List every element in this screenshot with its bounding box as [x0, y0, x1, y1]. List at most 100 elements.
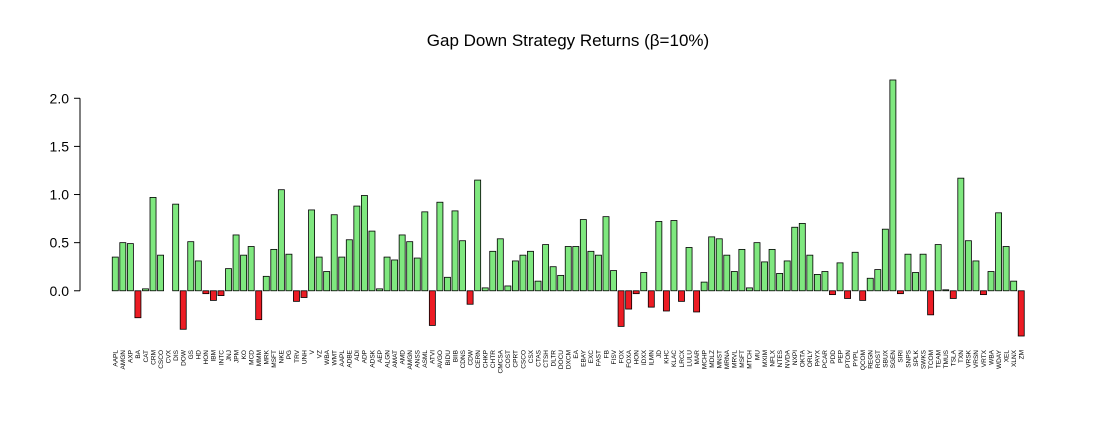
x-tick-label: ATVI — [430, 350, 437, 364]
bar — [610, 270, 617, 292]
y-tick-label: 1.5 — [50, 138, 70, 154]
bar — [791, 226, 799, 292]
x-tick-label: PEP — [837, 350, 844, 363]
x-tick-label: NXPI — [792, 350, 799, 365]
bar — [225, 268, 232, 292]
bar — [980, 290, 987, 296]
x-tick-label: CPRT — [513, 350, 520, 368]
chart-title: Gap Down Strategy Returns (β=10%) — [427, 31, 709, 50]
x-tick-label: ADSK — [369, 349, 376, 367]
x-tick-label: HON — [203, 350, 210, 365]
x-tick-label: MTCH — [747, 350, 754, 369]
bar — [323, 271, 331, 292]
bar — [315, 256, 323, 292]
x-tick-label: V — [309, 349, 316, 354]
bar — [527, 250, 534, 292]
bar — [806, 254, 814, 292]
x-tick-label: TMUS — [943, 349, 950, 368]
bar — [768, 248, 776, 292]
bar — [836, 262, 844, 292]
x-tick-label: JPM — [233, 350, 240, 363]
bar — [746, 287, 753, 292]
x-tick-label: AMD — [399, 350, 406, 365]
x-tick-label: OKTA — [800, 349, 807, 367]
x-tick-label: COST — [505, 350, 512, 368]
x-tick-label: AEP — [377, 350, 384, 363]
bar — [232, 234, 240, 292]
bar — [444, 276, 451, 292]
bar — [579, 219, 587, 292]
bar — [972, 260, 980, 292]
bar — [738, 248, 746, 292]
bar — [866, 277, 874, 292]
x-tick-label: PDD — [830, 350, 837, 364]
x-tick-label: TCOM — [928, 350, 935, 369]
x-tick-label: SBUX — [883, 349, 890, 367]
x-tick-label: VZ — [316, 350, 323, 358]
x-tick-label: SPLK — [913, 349, 920, 366]
x-tick-label: FOXA — [626, 349, 633, 367]
x-tick-label: VRTX — [981, 349, 988, 367]
bar — [111, 256, 119, 292]
bar — [542, 244, 550, 292]
x-tick-label: BIIB — [452, 350, 459, 362]
x-tick-label: JD — [656, 350, 663, 358]
x-tick-label: GS — [188, 349, 195, 359]
bar — [632, 290, 640, 295]
x-tick-label: NKE — [279, 349, 286, 363]
x-tick-label: FISV — [611, 349, 618, 364]
bar — [398, 234, 406, 292]
bar — [360, 195, 368, 292]
x-tick-label: CSX — [528, 349, 535, 363]
x-tick-label: EA — [573, 349, 580, 358]
x-tick-label: CAT — [143, 350, 150, 363]
x-tick-label: MNST — [717, 350, 724, 368]
y-tick-label: 2.0 — [50, 90, 70, 106]
x-tick-label: WMT — [332, 350, 339, 366]
bar — [157, 254, 164, 292]
bar — [572, 246, 580, 292]
x-tick-label: BIDU — [445, 350, 452, 366]
x-tick-label: MRK — [264, 349, 271, 364]
x-tick-label: AVGO — [437, 350, 444, 368]
x-tick-label: AAPL — [339, 350, 346, 367]
bar — [421, 211, 429, 292]
bar — [587, 250, 595, 292]
x-tick-label: FAST — [596, 350, 603, 366]
x-tick-label: WBA — [988, 349, 995, 364]
bar — [406, 241, 414, 292]
bar — [730, 271, 738, 292]
bar — [262, 275, 270, 292]
bar — [489, 250, 497, 292]
x-tick-label: CERN — [475, 350, 482, 369]
bar — [927, 290, 935, 316]
bar — [202, 290, 210, 295]
x-tick-label: MCHP — [701, 350, 708, 369]
bar — [821, 271, 829, 292]
bar — [466, 290, 474, 305]
x-tick-label: CMCSA — [498, 349, 505, 373]
x-tick-label: PG — [286, 350, 293, 359]
bar — [451, 210, 459, 292]
bar — [662, 290, 670, 312]
x-tick-label: CSCO — [158, 350, 165, 369]
x-tick-label: NVDA — [784, 349, 791, 368]
x-tick-label: CTSH — [543, 350, 550, 368]
bar — [693, 290, 701, 313]
x-tick-label: CTAS — [535, 349, 542, 367]
bar — [496, 238, 504, 292]
x-tick-label: MRNA — [724, 349, 731, 369]
x-tick-label: FOX — [618, 349, 625, 363]
x-tick-label: PTON — [845, 350, 852, 368]
x-tick-label: ASML — [422, 350, 429, 368]
bar — [134, 290, 142, 319]
x-tick-label: FB — [603, 350, 610, 358]
x-tick-label: MCD — [248, 350, 255, 365]
bar — [602, 216, 610, 292]
x-tick-label: TSLA — [951, 349, 958, 366]
bar — [859, 290, 867, 301]
bar — [376, 288, 383, 292]
bar — [338, 256, 346, 292]
x-tick-label: QCOM — [860, 350, 867, 370]
